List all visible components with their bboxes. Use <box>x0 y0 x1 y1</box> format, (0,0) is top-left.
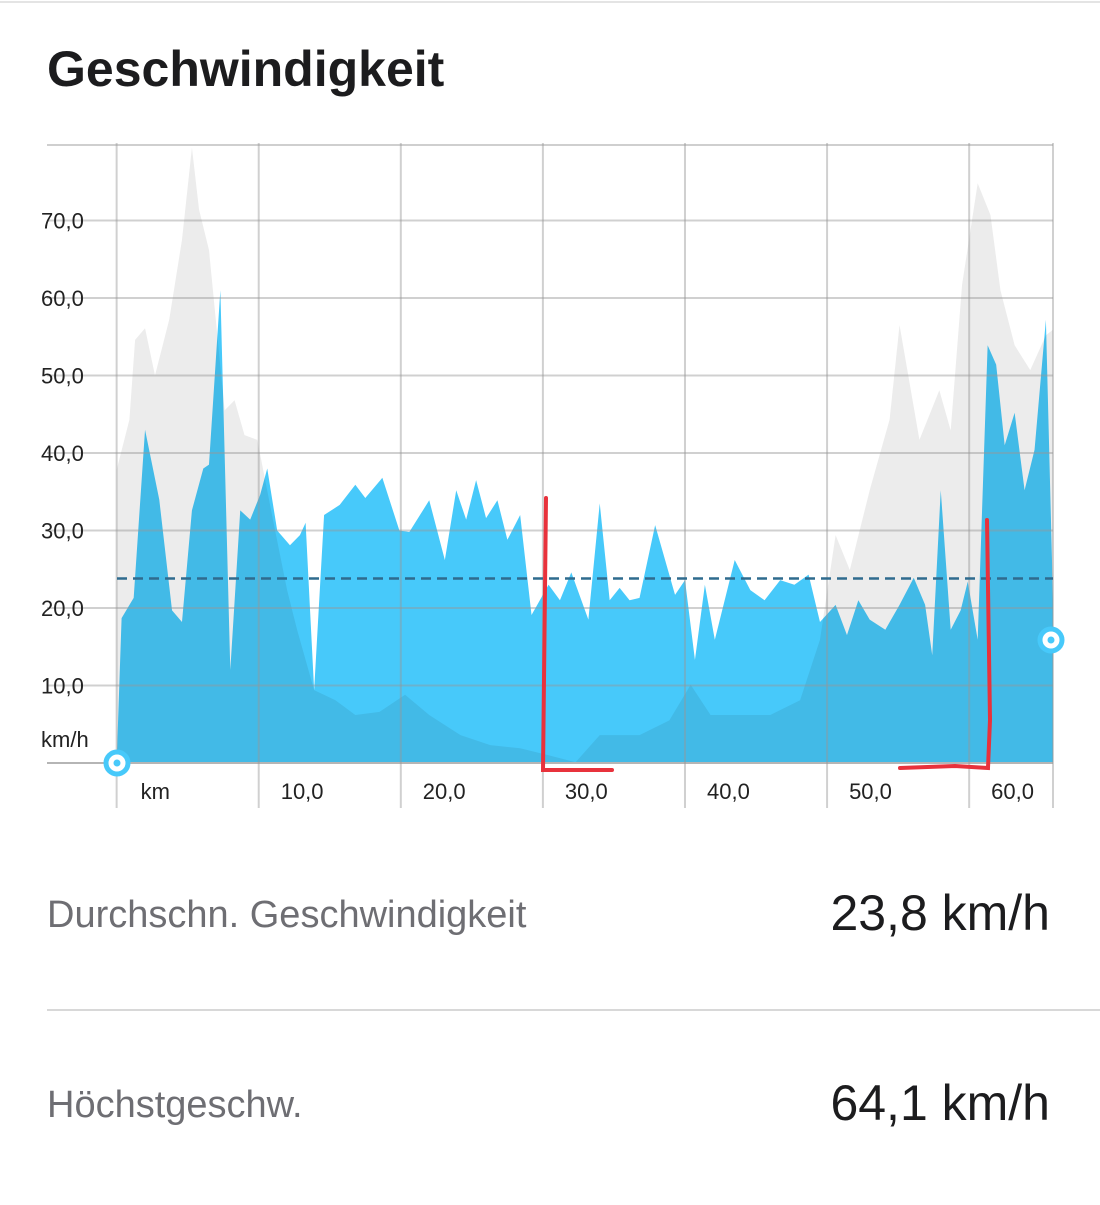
x-tick-label: 40,0 <box>707 779 750 804</box>
annotation-stroke <box>898 518 993 771</box>
y-tick-label: 70,0 <box>41 208 84 233</box>
x-tick-label: 50,0 <box>849 779 892 804</box>
y-tick-label: 20,0 <box>41 596 84 621</box>
range-handle-dot <box>113 759 121 767</box>
chart: km/h 10,0 20,0 30,0 40,0 50,0 60,0 70,0 km 10,0 20… <box>41 143 1065 808</box>
section-title: Geschwindigkeit <box>47 41 445 97</box>
x-tick-label: 10,0 <box>281 779 324 804</box>
stat-value: 23,8 km/h <box>830 885 1050 941</box>
annotation <box>540 496 993 772</box>
stat-value: 64,1 km/h <box>830 1075 1050 1131</box>
y-tick-label: 60,0 <box>41 286 84 311</box>
y-tick-label: km/h <box>41 727 89 752</box>
x-tick-label: 60,0 <box>991 779 1034 804</box>
y-tick-label: 30,0 <box>41 518 84 543</box>
area <box>116 147 1054 763</box>
x-tick-label: 20,0 <box>423 779 466 804</box>
x-tick-label: km <box>141 779 170 804</box>
y-tick-label: 10,0 <box>41 673 84 698</box>
stat-label: Höchstgeschw. <box>47 1084 303 1126</box>
stat-label: Durchschn. Geschwindigkeit <box>47 894 527 936</box>
y-tick-label: 40,0 <box>41 441 84 466</box>
annotation-stroke <box>540 496 614 772</box>
range-handle-dot <box>1047 636 1055 644</box>
x-tick-label: 30,0 <box>565 779 608 804</box>
y-tick-label: 50,0 <box>41 363 84 388</box>
